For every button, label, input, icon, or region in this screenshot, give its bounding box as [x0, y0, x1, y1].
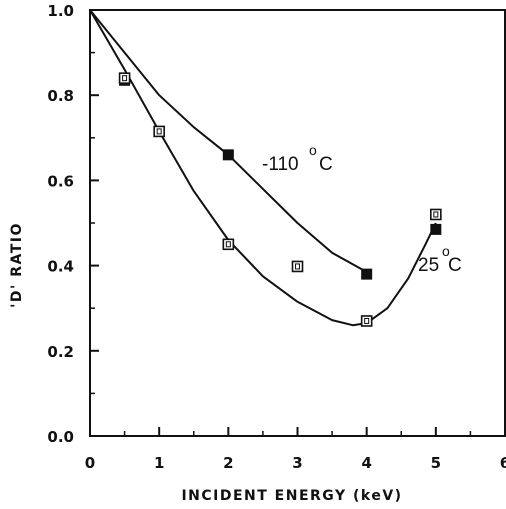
annotation-minus110-degree: o	[309, 142, 317, 158]
curve-25	[89, 9, 437, 327]
x-tick-label: 4	[361, 454, 371, 472]
curve-minus110	[89, 9, 368, 273]
annotation-minus110-unit: C	[319, 154, 333, 175]
y-tick-label: 0.2	[47, 343, 74, 361]
x-axis-title: INCIDENT ENERGY (keV)	[181, 488, 402, 504]
point-25-inner	[122, 75, 128, 82]
annotation-25-value: 25	[418, 255, 439, 276]
annotation-25: 25 o C	[418, 243, 462, 276]
point-25-inner	[156, 128, 162, 135]
point-25-inner	[433, 211, 439, 218]
point-minus110	[361, 268, 373, 280]
point-25	[118, 72, 131, 84]
x-axis: 0 1 2 3 4 5 6	[85, 427, 506, 472]
y-tick-label: 0.0	[47, 428, 74, 446]
point-25	[222, 238, 235, 251]
y-tick-label: 0.6	[47, 172, 74, 190]
data-markers	[118, 72, 442, 327]
y-tick-label: 0.4	[47, 258, 74, 276]
y-axis: 0.0 0.2 0.4 0.6 0.8 1.0	[47, 2, 99, 446]
annotation-minus110: -110 o C	[262, 142, 333, 175]
point-minus110	[222, 149, 234, 161]
annotation-minus110-value: -110	[262, 154, 299, 175]
x-tick-label: 3	[292, 454, 302, 472]
annotation-25-unit: C	[448, 255, 462, 276]
y-tick-label: 0.8	[47, 87, 74, 105]
point-25	[153, 125, 165, 138]
y-axis-title: 'D' RATIO	[9, 222, 25, 308]
x-tick-label: 1	[154, 454, 164, 472]
point-25-inner	[295, 263, 300, 270]
x-tick-label: 0	[85, 454, 95, 472]
point-25-inner	[364, 317, 370, 324]
point-25	[430, 208, 442, 221]
point-25	[360, 315, 373, 327]
x-tick-label: 2	[223, 454, 233, 472]
point-25-inner	[225, 241, 231, 248]
y-tick-label: 1.0	[47, 2, 74, 20]
x-tick-label: 5	[431, 454, 441, 472]
x-tick-label: 6	[500, 454, 506, 472]
point-minus110	[430, 223, 442, 235]
point-25	[291, 260, 304, 273]
annotation-25-degree: o	[442, 243, 450, 259]
